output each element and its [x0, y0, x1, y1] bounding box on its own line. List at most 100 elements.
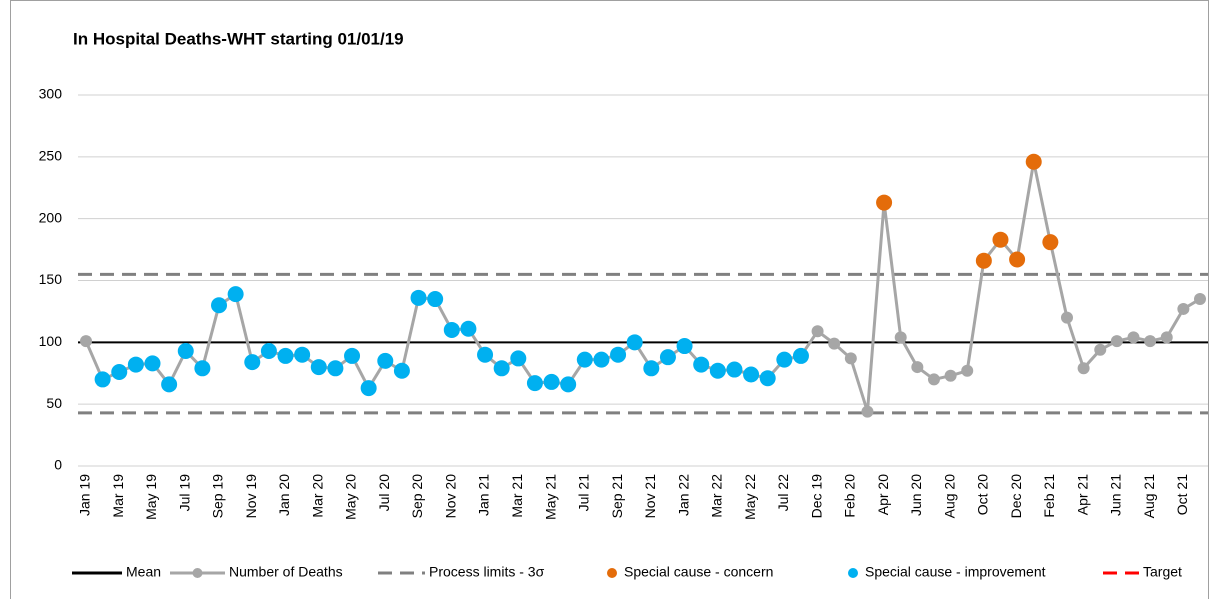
data-point: [1144, 335, 1157, 348]
legend-swatch: [192, 568, 203, 578]
data-point: [161, 376, 178, 393]
data-point: [676, 338, 693, 355]
data-point: [1177, 302, 1190, 315]
data-point: [975, 252, 992, 269]
data-point: [277, 347, 294, 364]
x-tick-label: Jun 21: [1108, 474, 1124, 516]
data-point: [410, 289, 427, 306]
data-point: [111, 364, 128, 381]
x-tick-label: Oct 21: [1174, 474, 1190, 515]
data-point: [377, 352, 394, 369]
data-point: [327, 360, 344, 377]
data-point: [961, 364, 974, 377]
data-point: [944, 369, 957, 382]
x-tick-label: Sep 21: [609, 474, 625, 519]
data-point: [144, 355, 161, 372]
x-tick-label: Nov 21: [642, 474, 658, 519]
x-tick-label: Jun 20: [908, 474, 924, 516]
legend-label: Number of Deaths: [229, 564, 343, 580]
data-point: [894, 331, 907, 344]
data-point: [759, 370, 776, 387]
data-point: [94, 371, 111, 388]
data-point: [177, 342, 194, 359]
x-tick-label: Mar 20: [309, 474, 325, 518]
legend-label: Special cause - concern: [624, 564, 773, 580]
data-point: [310, 359, 327, 376]
legend-label: Process limits - 3σ: [429, 564, 545, 580]
data-point: [811, 325, 824, 338]
x-tick-label: Sep 20: [409, 474, 425, 519]
data-point: [244, 354, 261, 371]
x-tick-label: Jul 22: [775, 474, 791, 512]
x-tick-label: Mar 21: [509, 474, 525, 518]
x-tick-label: Nov 19: [243, 474, 259, 519]
y-tick-label: 300: [39, 86, 63, 102]
data-point: [844, 352, 857, 365]
x-tick-label: Jan 22: [675, 474, 691, 516]
data-point: [1025, 153, 1042, 170]
data-point: [610, 346, 627, 363]
data-point: [643, 360, 660, 377]
x-tick-label: May 22: [742, 474, 758, 520]
legend-label: Mean: [126, 564, 161, 580]
data-point: [911, 361, 924, 374]
chart-frame: [10, 0, 1209, 599]
x-tick-label: Jul 19: [176, 474, 192, 512]
x-tick-label: Aug 20: [941, 474, 957, 519]
x-tick-label: Dec 20: [1008, 474, 1024, 519]
y-tick-label: 250: [39, 148, 63, 164]
data-point: [792, 347, 809, 364]
data-point: [227, 286, 244, 303]
x-tick-label: Feb 21: [1041, 474, 1057, 518]
x-tick-label: Jan 21: [476, 474, 492, 516]
data-point: [560, 376, 577, 393]
data-point: [393, 362, 410, 379]
x-tick-label: Nov 20: [442, 474, 458, 519]
data-point: [626, 334, 643, 351]
data-point: [693, 356, 710, 373]
y-tick-label: 150: [39, 271, 63, 287]
data-point: [992, 231, 1009, 248]
legend-swatch: [848, 568, 858, 578]
data-point: [876, 194, 893, 211]
legend-label: Target: [1143, 564, 1182, 580]
data-point: [659, 349, 676, 366]
data-point: [510, 350, 527, 367]
data-point: [360, 380, 377, 397]
data-point: [526, 375, 543, 392]
data-point: [1042, 234, 1059, 251]
data-point: [460, 320, 477, 337]
x-tick-label: Mar 22: [709, 474, 725, 518]
data-point: [709, 362, 726, 379]
data-point: [743, 366, 760, 383]
x-tick-label: Feb 20: [842, 474, 858, 518]
chart-title: In Hospital Deaths-WHT starting 01/01/19: [73, 29, 404, 48]
data-point: [127, 356, 144, 373]
x-tick-label: Jul 21: [576, 474, 592, 512]
data-point: [477, 346, 494, 363]
data-point: [726, 361, 743, 378]
x-tick-label: Oct 20: [975, 474, 991, 515]
x-tick-label: Aug 21: [1141, 474, 1157, 519]
x-tick-label: May 19: [143, 474, 159, 520]
data-point: [776, 351, 793, 368]
x-tick-label: Mar 19: [110, 474, 126, 518]
x-tick-label: Dec 19: [808, 474, 824, 519]
x-tick-label: Jan 19: [77, 474, 93, 516]
legend-label: Special cause - improvement: [865, 564, 1046, 580]
y-tick-label: 0: [54, 457, 62, 473]
data-point: [427, 291, 444, 308]
data-point: [443, 321, 460, 338]
y-tick-label: 50: [46, 395, 62, 411]
data-point: [211, 297, 228, 314]
data-point: [828, 337, 841, 350]
data-point: [543, 373, 560, 390]
data-point: [1077, 362, 1090, 375]
x-tick-label: Apr 20: [875, 474, 891, 515]
data-point: [1060, 311, 1073, 324]
data-point: [1110, 335, 1123, 348]
data-point: [1160, 331, 1173, 344]
data-point: [194, 360, 211, 377]
data-point: [927, 373, 940, 386]
